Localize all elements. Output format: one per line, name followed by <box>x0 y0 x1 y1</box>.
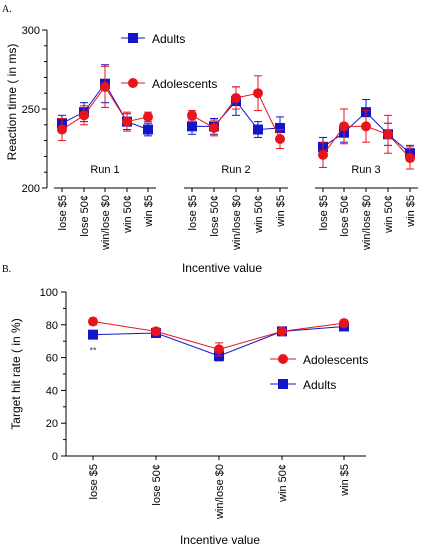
legend-adults-marker <box>128 33 138 43</box>
panel-b-y-axis-title: Target hit rate ( in %) <box>9 318 23 429</box>
panel-a-x-tick-label-run-2-win-5: win $5 <box>275 195 287 228</box>
panel-a-x-tick-labels: lose $5 lose 50¢ win/lose $0 win 50¢ win $5 l… <box>57 195 417 251</box>
panel-a-x-tick-label-run-2-lose-50: lose 50¢ <box>209 195 221 237</box>
panel-b-adults-lose-5-point <box>88 329 98 340</box>
panel-a-y-axis-title: Reaction time ( in ms) <box>5 44 19 161</box>
panel-a-y-tick-label-250: 250 <box>22 104 40 116</box>
panel-b-y-tick-label-60: 60 <box>46 353 58 365</box>
panel-a-x-tick-label-run-3-lose-5: lose $5 <box>318 195 330 230</box>
panel-a-x-tick-label-run-2-win-lose-0: win/lose $0 <box>231 195 243 251</box>
panel-a-adolescents-run-1-win-5-point <box>143 111 153 122</box>
panel-a-adolescents-run-3-win-5-point <box>405 152 415 163</box>
panel-a-adolescents-run-2-win-lose-0-point <box>231 92 241 103</box>
panel-a-x-tick-label-run-3-lose-50: lose 50¢ <box>339 195 351 237</box>
panel-a-adults-run-2-lose-5-point <box>187 121 197 132</box>
legend-b-adults-label: Adults <box>303 378 336 392</box>
panel-b-adolescents-lose-5-point <box>88 316 98 327</box>
panel-a-adolescents-run-1-lose-50-point <box>79 110 89 121</box>
panel-a-adolescents-run-2-win-50-point <box>253 88 263 99</box>
panel-a-series <box>57 64 415 170</box>
panel-a-x-tick-label-run-3-win-5: win $5 <box>405 195 417 228</box>
panel-a-y-tick-label-200: 200 <box>22 183 40 195</box>
panel-a-legend: Adults Adolescents <box>121 32 217 91</box>
panel-a-adolescents-run-2-lose-5-point <box>187 110 197 121</box>
legend-b-adults-marker <box>278 379 288 389</box>
panel-a-adolescents-run-3-win-lose-0-point <box>361 121 371 132</box>
panel-a-run-label-1: Run 1 <box>90 164 119 176</box>
panel-a-x-tick-label-run-2-win-50: win 50¢ <box>253 195 265 234</box>
panel-a-adults-run-2-win-5-point <box>275 122 285 133</box>
panel-a-adolescents-run-1-win-50-point <box>122 116 132 127</box>
panel-a-x-tick-label-run-2-lose-5: lose $5 <box>187 195 199 230</box>
panel-b-adolescents-win-50-point <box>277 326 287 337</box>
panel-a: A. Reaction time ( in ms) Incentive valu… <box>2 4 418 275</box>
panel-a-adolescents-run-1-lose-5-point <box>57 124 67 135</box>
panel-b-y-tick-label-20: 20 <box>46 418 58 430</box>
panel-b-x-tick-label-lose-5: lose $5 <box>88 464 100 499</box>
panel-b-x-axis-title: Incentive value <box>180 533 260 547</box>
legend-adolescents-label: Adolescents <box>152 77 217 91</box>
panel-b-adolescents-win-lose-0-point <box>214 344 224 355</box>
panel-b-legend: Adolescents Adults <box>270 353 368 392</box>
panel-a-x-tick-label-run-3-win-50: win 50¢ <box>383 195 395 234</box>
panel-a-adults-run-1-win-5-point <box>143 124 153 135</box>
panel-a-x-tick-label-run-1-win-5: win $5 <box>143 195 155 228</box>
panel-a-adolescents-run-3-lose-5-point <box>318 149 328 160</box>
legend-b-adolescents-label: Adolescents <box>303 353 368 367</box>
panel-a-adolescents-run-2-win-5-point <box>275 134 285 145</box>
panel-a-y-tick-label-300: 300 <box>22 25 40 37</box>
panel-a-label: A. <box>2 4 12 15</box>
panel-b-label: B. <box>2 264 11 275</box>
panel-a-x-axis-title: Incentive value <box>182 261 262 275</box>
panel-a-x-tick-label-run-3-win-lose-0: win/lose $0 <box>361 195 373 251</box>
panel-a-x-tick-label-run-1-win-50: win 50¢ <box>122 195 134 234</box>
legend-adolescents-marker <box>128 78 138 88</box>
panel-a-x-tick-label-run-1-win-lose-0: win/lose $0 <box>100 195 112 251</box>
panel-b-adolescents-lose-50-point <box>151 326 161 337</box>
panel-b-x-tick-label-win-50: win 50¢ <box>277 464 289 503</box>
panel-b-x-tick-label-win-5: win $5 <box>339 464 351 497</box>
panel-b: B. Target hit rate ( in %) Incentive val… <box>2 264 368 547</box>
panel-a-adolescents-run-1-win-lose-0-point <box>100 81 110 92</box>
panel-b-x-tick-label-lose-50: lose 50¢ <box>151 464 163 506</box>
panel-b-y-tick-label-80: 80 <box>46 320 58 332</box>
panel-a-x-tick-label-run-1-lose-50: lose 50¢ <box>79 195 91 237</box>
panel-a-run-labels: Run 1 Run 2 Run 3 <box>90 164 380 176</box>
panel-b-series <box>88 316 349 362</box>
panel-b-significance-annotation-0: ** <box>89 346 97 356</box>
panel-a-axes: 200 250 300 <box>22 25 418 195</box>
panel-b-y-tick-label-0: 0 <box>52 451 58 463</box>
panel-a-adults-run-2-win-50-point <box>253 124 263 135</box>
panel-b-y-tick-label-40: 40 <box>46 385 58 397</box>
panel-a-adolescents-run-2-lose-50-point <box>209 122 219 133</box>
panel-b-adolescents-win-5-point <box>339 318 349 329</box>
legend-adults-label: Adults <box>152 32 185 46</box>
panel-a-x-tick-label-run-1-lose-5: lose $5 <box>57 195 69 230</box>
legend-b-adolescents-marker <box>278 354 288 364</box>
panel-a-run-label-3: Run 3 <box>351 164 380 176</box>
panel-a-run-label-2: Run 2 <box>221 164 250 176</box>
panel-a-adolescents-run-3-win-50-point <box>383 129 393 140</box>
panel-b-annotations: ** <box>89 346 97 356</box>
panel-b-x-tick-label-win-lose-0: win/lose $0 <box>214 464 226 520</box>
panel-b-axes: 0 20 40 60 80 100 <box>40 287 366 463</box>
panel-a-adolescents-run-3-lose-50-point <box>339 121 349 132</box>
panel-b-y-tick-label-100: 100 <box>40 287 58 299</box>
panel-b-x-tick-labels: lose $5 lose 50¢ win/lose $0 win 50¢ win $5 <box>88 464 351 520</box>
